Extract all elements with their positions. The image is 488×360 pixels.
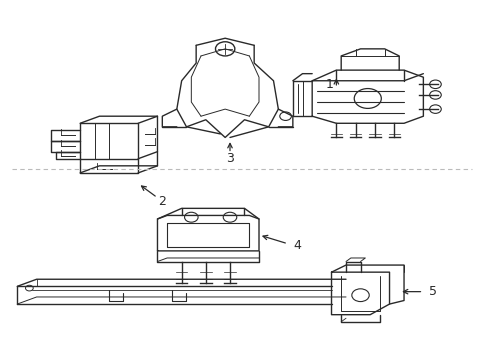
Text: 4: 4 [293, 239, 301, 252]
Text: 1: 1 [325, 78, 333, 91]
Text: 2: 2 [158, 195, 166, 208]
Text: 3: 3 [225, 152, 233, 165]
Text: 5: 5 [428, 285, 436, 298]
